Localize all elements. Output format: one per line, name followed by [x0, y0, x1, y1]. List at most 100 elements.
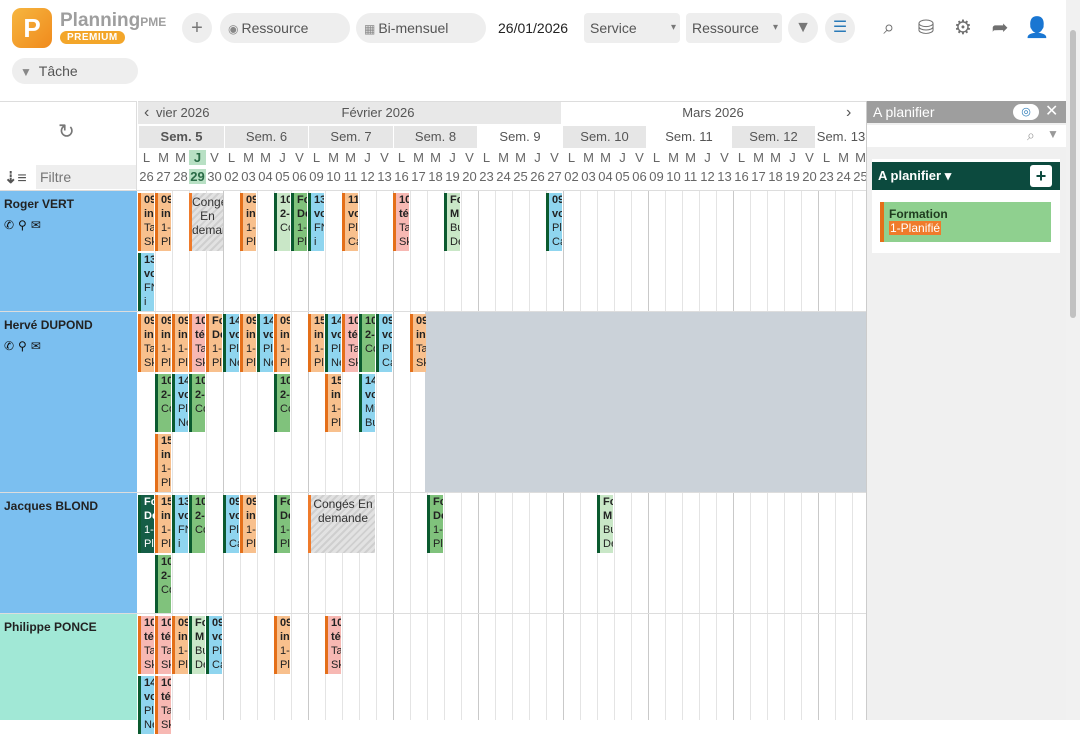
task-block[interactable]: 13 vo FN i	[138, 253, 154, 311]
sort-icon[interactable]: ⇣≡	[4, 170, 27, 187]
day-number[interactable]: 10	[326, 169, 341, 184]
day-number[interactable]: 26	[530, 169, 545, 184]
task-block[interactable]: 15 in 1- Pl	[155, 434, 171, 492]
day-number[interactable]: 25	[853, 169, 868, 184]
task-block[interactable]: Fo De 1- Pl	[427, 495, 443, 553]
day-number[interactable]: 27	[156, 169, 171, 184]
day-number[interactable]: 17	[751, 169, 766, 184]
task-block[interactable]: 10 té Ta Sk	[155, 616, 171, 674]
filter-icon[interactable]: ▼	[1047, 127, 1059, 141]
day-number[interactable]: 04	[258, 169, 273, 184]
task-block[interactable]: 09 vo Pl Ca	[546, 193, 562, 251]
day-number[interactable]: 12	[360, 169, 375, 184]
task-block[interactable]: 09 in 1- Pl	[274, 616, 290, 674]
prev-period-icon[interactable]: ‹	[144, 104, 150, 121]
task-block[interactable]: 10 2- Co	[274, 374, 290, 432]
leave-block[interactable]: Congé En demande	[189, 193, 223, 251]
gear-icon[interactable]: ⚙	[954, 17, 972, 39]
leave-block[interactable]: Congés En demande	[308, 495, 375, 553]
task-block[interactable]: 10 2- Co	[155, 374, 171, 432]
user-icon[interactable]: 👤	[1024, 17, 1050, 39]
hide-icon[interactable]: ◎	[1013, 104, 1039, 120]
database-icon[interactable]: ⛁	[917, 17, 935, 39]
day-number[interactable]: 06	[632, 169, 647, 184]
task-block[interactable]: 11 vo Pl Ca	[342, 193, 358, 251]
task-block[interactable]: Fo De 1- Pl	[274, 495, 290, 553]
page-scrollbar[interactable]	[1066, 0, 1080, 720]
date-input[interactable]: 26/01/2026	[492, 13, 578, 43]
search-icon[interactable]: ⌕	[1027, 127, 1035, 143]
resource-select[interactable]: Ressource ▾	[686, 13, 782, 43]
day-number[interactable]: 05	[275, 169, 290, 184]
add-button[interactable]: +	[182, 13, 212, 43]
resource-cell[interactable]: Hervé DUPOND ✆⚲✉	[0, 312, 137, 492]
task-block[interactable]: 14 vo Pl Ne	[257, 314, 273, 372]
task-block[interactable]: 10 té Ta Sk	[155, 676, 171, 734]
period-select[interactable]: ▦ Bi-mensuel	[356, 13, 486, 43]
day-number[interactable]: 02	[564, 169, 579, 184]
group-header[interactable]: A planifier ▾	[872, 162, 1060, 190]
task-block[interactable]: 10 té Ta Sk	[138, 616, 154, 674]
day-number[interactable]: 26	[139, 169, 154, 184]
day-number[interactable]: 13	[377, 169, 392, 184]
task-block[interactable]: 09 in Ta Sk	[138, 193, 154, 251]
day-number[interactable]: 19	[445, 169, 460, 184]
share-icon[interactable]: ➦	[991, 17, 1009, 39]
day-number[interactable]: 05	[615, 169, 630, 184]
day-number[interactable]: 02	[224, 169, 239, 184]
day-number[interactable]: 30	[207, 169, 222, 184]
day-number[interactable]: 06	[292, 169, 307, 184]
task-block[interactable]: 10 2- Co	[189, 374, 205, 432]
unplanned-task[interactable]: Formation 1-Planifié	[880, 202, 1051, 242]
task-block[interactable]: 09 vo Pl Ca	[376, 314, 392, 372]
task-block[interactable]: Fo M Bu De	[444, 193, 460, 251]
task-block[interactable]: 09 in 1- Pl	[274, 314, 290, 372]
day-number[interactable]: 20	[462, 169, 477, 184]
task-block[interactable]: 15 in 1- Pl	[308, 314, 324, 372]
day-number[interactable]: 13	[717, 169, 732, 184]
task-block[interactable]: 09 in 1- Pl	[240, 193, 256, 251]
task-block[interactable]: 14 vo Pl Ne	[172, 374, 188, 432]
task-filter-input[interactable]: ▼ Tâche	[12, 58, 138, 84]
task-block[interactable]: 10 2- Co	[189, 495, 205, 553]
task-block[interactable]: 10 té Ta Sk	[325, 616, 341, 674]
contact-icons[interactable]: ✆⚲✉	[4, 218, 45, 232]
day-number[interactable]: 10	[666, 169, 681, 184]
task-block[interactable]: 14 vo Pl Ne	[223, 314, 239, 372]
task-block[interactable]: 10 2- Co	[359, 314, 375, 372]
close-icon[interactable]: ✕	[1045, 103, 1059, 120]
resource-cell[interactable]: Roger VERT ✆⚲✉	[0, 191, 137, 311]
task-block[interactable]: 10 2- Co	[155, 555, 171, 613]
task-block[interactable]: 13 vo FN i	[172, 495, 188, 553]
task-block[interactable]: 15 in 1- Pl	[155, 495, 171, 553]
task-block[interactable]: 09 in 1- Pl	[240, 495, 256, 553]
task-block[interactable]: Fo De 1- Pl	[206, 314, 222, 372]
day-number[interactable]: 03	[241, 169, 256, 184]
next-period-icon[interactable]: ›	[846, 104, 852, 121]
resource-search-input[interactable]: ◉ Ressource	[220, 13, 350, 43]
task-block[interactable]: 10 té Ta Sk	[393, 193, 409, 251]
task-block[interactable]: 14 vo Pl Ne	[138, 676, 154, 734]
day-number[interactable]: 25	[513, 169, 528, 184]
task-block[interactable]: 09 vo Pl Ca	[206, 616, 222, 674]
day-number[interactable]: 09	[309, 169, 324, 184]
task-block[interactable]: Fo De 1- Pl	[291, 193, 307, 251]
resource-filter-input[interactable]	[36, 165, 136, 189]
service-select[interactable]: Service ▾	[584, 13, 680, 43]
day-number[interactable]: 17	[411, 169, 426, 184]
checklist-icon[interactable]: ☰	[825, 13, 855, 43]
task-block[interactable]: 09 in 1- Pl	[172, 616, 188, 674]
filter-icon[interactable]: ▼	[788, 13, 818, 43]
day-number[interactable]: 29	[189, 169, 206, 184]
task-block[interactable]: Fo De 1- Pl	[138, 495, 154, 553]
day-number[interactable]: 18	[768, 169, 783, 184]
day-number[interactable]: 19	[785, 169, 800, 184]
task-block[interactable]: 14 vo Mi Bu	[359, 374, 375, 432]
task-block[interactable]: 13 vo FN i	[308, 193, 324, 251]
task-block[interactable]: 10 té Ta Sk	[189, 314, 205, 372]
task-block[interactable]: 09 in 1- Pl	[155, 193, 171, 251]
day-number[interactable]: 20	[802, 169, 817, 184]
task-block[interactable]: 14 vo Pl Ne	[325, 314, 341, 372]
task-block[interactable]: 09 in Ta Sk	[410, 314, 426, 372]
task-block[interactable]: 09 in 1- Pl	[240, 314, 256, 372]
